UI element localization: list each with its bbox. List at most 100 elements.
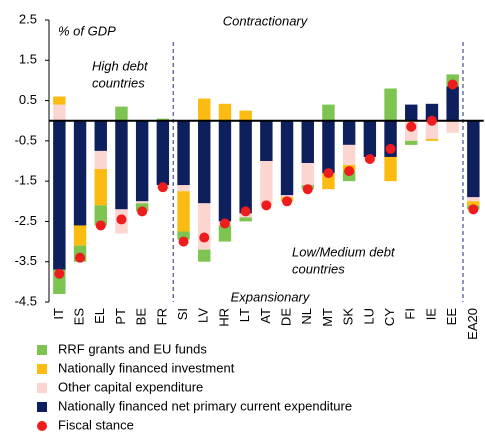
stance-dot bbox=[137, 206, 148, 217]
y-tick-label: 1.5 bbox=[19, 52, 37, 67]
stance-dot bbox=[302, 184, 313, 195]
stance-dot bbox=[54, 268, 65, 279]
stance-dot bbox=[178, 236, 189, 247]
x-tick-label: FI bbox=[403, 308, 418, 320]
x-tick-label: EA20 bbox=[465, 308, 480, 340]
bar-segment bbox=[405, 140, 418, 145]
bar-segment bbox=[177, 120, 190, 186]
y-tick-label: 0.5 bbox=[19, 92, 37, 107]
x-tick-label: SK bbox=[341, 308, 356, 326]
bar-segment bbox=[135, 201, 149, 204]
x-tick-label: PT bbox=[113, 308, 128, 325]
bar-segment bbox=[177, 191, 190, 232]
x-tick-label: FR bbox=[154, 308, 169, 325]
stance-dot bbox=[344, 166, 355, 177]
bar-segment bbox=[177, 231, 190, 240]
stance-dot bbox=[468, 204, 479, 215]
bar-segment bbox=[384, 156, 397, 182]
annotation: Contractionary bbox=[223, 13, 309, 28]
stance-dot bbox=[323, 168, 334, 179]
y-axis-label: % of GDP bbox=[58, 23, 116, 38]
stance-dot bbox=[426, 115, 437, 126]
bar-segment bbox=[239, 120, 252, 214]
bar-segment bbox=[384, 88, 397, 121]
stance-dot bbox=[261, 200, 272, 211]
legend-swatch bbox=[37, 402, 47, 412]
annotation: Low/Medium debt bbox=[292, 244, 396, 259]
bar-segment bbox=[467, 201, 480, 206]
bar-segment bbox=[342, 171, 356, 182]
bar-segment bbox=[218, 120, 232, 222]
bar-segment bbox=[115, 106, 128, 121]
bar-segment bbox=[73, 120, 87, 226]
bar-segment bbox=[135, 120, 149, 202]
annotation: countries bbox=[292, 261, 345, 276]
bar-segment bbox=[446, 120, 459, 133]
stance-dot bbox=[199, 232, 210, 243]
bar-segment bbox=[405, 104, 418, 121]
annotation: Expansionary bbox=[231, 289, 311, 304]
y-tick-label: -3.5 bbox=[15, 253, 37, 268]
stance-dot bbox=[406, 121, 417, 132]
y-tick-label: 2.5 bbox=[19, 11, 37, 26]
bar-segment bbox=[467, 120, 480, 198]
bar-segment bbox=[260, 120, 273, 161]
bar-segment bbox=[280, 195, 294, 198]
bar-segment bbox=[94, 120, 107, 151]
bar-segment bbox=[156, 120, 170, 186]
bar-segment bbox=[301, 163, 314, 186]
x-tick-label: MT bbox=[320, 308, 335, 327]
legend-label: Fiscal stance bbox=[58, 417, 134, 432]
bar-segment bbox=[446, 86, 459, 121]
x-tick-label: SI bbox=[175, 308, 190, 320]
bar-segment bbox=[467, 197, 480, 202]
bar-segment bbox=[218, 225, 232, 242]
stance-dot bbox=[219, 218, 230, 229]
bar-segment bbox=[342, 120, 356, 145]
bar-segment bbox=[53, 104, 66, 121]
x-tick-label: HR bbox=[216, 308, 231, 327]
x-tick-label: AT bbox=[258, 308, 273, 324]
x-tick-label: IT bbox=[51, 308, 66, 320]
bar-segment bbox=[322, 120, 335, 174]
bar-segment bbox=[239, 110, 252, 121]
legend-swatch bbox=[37, 421, 47, 431]
bar-segment bbox=[94, 150, 107, 170]
stance-dot bbox=[75, 252, 86, 263]
x-tick-label: EL bbox=[92, 308, 107, 324]
legend-swatch bbox=[37, 364, 47, 374]
bar-segment bbox=[280, 120, 294, 196]
stance-dot bbox=[95, 220, 106, 231]
bar-segment bbox=[73, 225, 87, 246]
y-tick-label: -0.5 bbox=[15, 132, 37, 147]
legend-label: Nationally financed net primary current … bbox=[58, 398, 352, 413]
bar-segment bbox=[198, 203, 211, 250]
bar-segment bbox=[198, 249, 211, 262]
stance-dot bbox=[447, 79, 458, 90]
x-tick-label: EE bbox=[444, 308, 459, 326]
bar-segment bbox=[260, 161, 273, 206]
x-tick-label: LV bbox=[196, 308, 211, 323]
legend-label: Nationally financed investment bbox=[58, 360, 235, 375]
legend-swatch bbox=[37, 383, 47, 393]
legend-swatch bbox=[37, 345, 47, 355]
bar-segment bbox=[53, 120, 66, 270]
stance-dot bbox=[240, 206, 251, 217]
x-tick-label: BE bbox=[134, 308, 149, 326]
bar-segment bbox=[156, 118, 170, 121]
stance-dot bbox=[385, 143, 396, 154]
bar-segment bbox=[198, 120, 211, 204]
stance-dot bbox=[282, 196, 293, 207]
x-tick-label: NL bbox=[299, 308, 314, 325]
bar-segment bbox=[53, 96, 66, 105]
y-tick-label: -2.5 bbox=[15, 213, 37, 228]
stance-dot bbox=[364, 153, 375, 164]
bar-segment bbox=[322, 173, 335, 190]
bar-segment bbox=[425, 138, 439, 141]
bar-segment bbox=[198, 98, 211, 121]
bar-segment bbox=[425, 120, 439, 139]
annotation: High debt bbox=[92, 58, 149, 73]
bar-segment bbox=[177, 185, 190, 192]
legend-label: Other capital expenditure bbox=[58, 379, 203, 394]
